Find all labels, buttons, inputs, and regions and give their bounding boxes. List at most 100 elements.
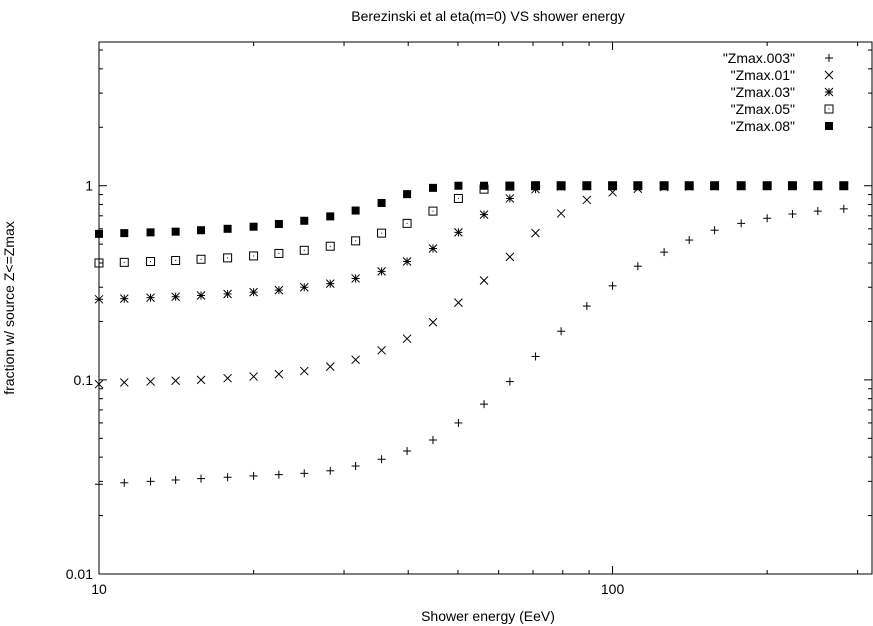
data-point bbox=[633, 262, 642, 271]
legend-label: "Zmax.01" bbox=[731, 67, 795, 83]
data-point bbox=[505, 252, 515, 262]
data-point bbox=[325, 279, 335, 289]
data-point bbox=[479, 210, 489, 219]
data-point bbox=[377, 198, 386, 207]
data-point bbox=[299, 245, 309, 255]
data-point bbox=[428, 317, 438, 327]
legend: "Zmax.003""Zmax.01""Zmax.03""Zmax.05""Zm… bbox=[723, 50, 834, 134]
series-3 bbox=[94, 181, 849, 304]
data-point bbox=[813, 207, 822, 216]
data-point bbox=[351, 462, 360, 471]
x-axis-ticks: 10 100 bbox=[91, 42, 859, 597]
data-point bbox=[402, 218, 412, 228]
data-point bbox=[300, 216, 309, 225]
data-point bbox=[249, 372, 258, 381]
data-point bbox=[377, 267, 386, 276]
data-point bbox=[531, 228, 540, 238]
data-point bbox=[788, 181, 797, 190]
data-point bbox=[839, 181, 848, 190]
data-point bbox=[531, 181, 540, 190]
y-tick-label: 0.1 bbox=[74, 372, 94, 388]
data-point bbox=[249, 251, 259, 261]
data-point bbox=[608, 281, 617, 290]
data-point bbox=[120, 229, 129, 238]
x-tick-label: 100 bbox=[601, 581, 625, 597]
data-point bbox=[763, 214, 772, 223]
data-point bbox=[223, 373, 232, 383]
data-point bbox=[171, 292, 180, 302]
legend-marker bbox=[825, 122, 833, 130]
y-tick-label: 0.01 bbox=[66, 566, 93, 582]
data-point bbox=[94, 258, 104, 268]
data-point bbox=[95, 229, 103, 238]
data-point bbox=[196, 291, 206, 300]
data-point bbox=[325, 241, 335, 251]
data-point bbox=[377, 345, 386, 355]
data-point bbox=[171, 475, 180, 484]
data-point bbox=[171, 376, 180, 386]
data-point bbox=[454, 228, 463, 237]
data-point bbox=[685, 181, 694, 190]
y-tick-label: 1 bbox=[85, 178, 93, 194]
legend-label: "Zmax.05" bbox=[731, 101, 795, 117]
data-point bbox=[454, 418, 463, 427]
data-point bbox=[402, 334, 412, 344]
data-point bbox=[660, 248, 669, 257]
data-point bbox=[119, 378, 129, 387]
data-point bbox=[249, 471, 258, 480]
data-point bbox=[505, 181, 514, 190]
data-point bbox=[223, 473, 232, 482]
data-point bbox=[95, 480, 103, 489]
data-point bbox=[454, 181, 463, 190]
data-point bbox=[453, 193, 463, 203]
data-point bbox=[505, 194, 515, 203]
data-point bbox=[120, 478, 129, 487]
data-point bbox=[403, 190, 412, 199]
data-point bbox=[608, 181, 617, 190]
data-point bbox=[94, 294, 104, 304]
data-point bbox=[454, 298, 463, 307]
data-point bbox=[428, 244, 438, 253]
series-5 bbox=[95, 181, 848, 238]
data-point bbox=[146, 257, 156, 267]
data-point bbox=[813, 181, 822, 190]
data-point bbox=[351, 206, 360, 215]
data-point bbox=[428, 436, 437, 445]
data-point bbox=[197, 474, 206, 483]
data-point bbox=[428, 206, 438, 216]
data-point bbox=[326, 212, 335, 221]
data-point bbox=[737, 219, 746, 228]
data-point bbox=[325, 362, 335, 371]
data-point bbox=[196, 375, 206, 385]
data-point bbox=[274, 369, 284, 379]
data-point bbox=[146, 228, 155, 237]
y-axis-label: fraction w/ source Z<=Zmax bbox=[1, 221, 17, 395]
legend-label: "Zmax.003" bbox=[723, 50, 795, 66]
series-layer bbox=[94, 181, 849, 489]
data-point bbox=[556, 209, 566, 218]
y-axis-ticks: 0.01 0.1 1 bbox=[66, 49, 872, 582]
data-point bbox=[171, 227, 180, 236]
legend-marker bbox=[824, 70, 834, 80]
data-point bbox=[633, 181, 642, 190]
data-point bbox=[763, 181, 772, 190]
data-point bbox=[839, 204, 848, 213]
data-point bbox=[480, 181, 489, 190]
data-point bbox=[402, 257, 412, 266]
data-point bbox=[249, 287, 258, 297]
data-point bbox=[223, 224, 232, 233]
data-point bbox=[146, 377, 155, 386]
data-point bbox=[582, 181, 591, 190]
data-point bbox=[146, 477, 155, 486]
data-point bbox=[660, 181, 669, 190]
data-point bbox=[403, 447, 412, 456]
data-point bbox=[428, 183, 437, 192]
data-point bbox=[223, 253, 233, 263]
data-point bbox=[94, 379, 104, 389]
data-point bbox=[274, 470, 283, 479]
series-2 bbox=[94, 181, 849, 389]
data-point bbox=[300, 469, 309, 478]
data-point bbox=[171, 255, 181, 265]
data-point bbox=[582, 302, 591, 311]
